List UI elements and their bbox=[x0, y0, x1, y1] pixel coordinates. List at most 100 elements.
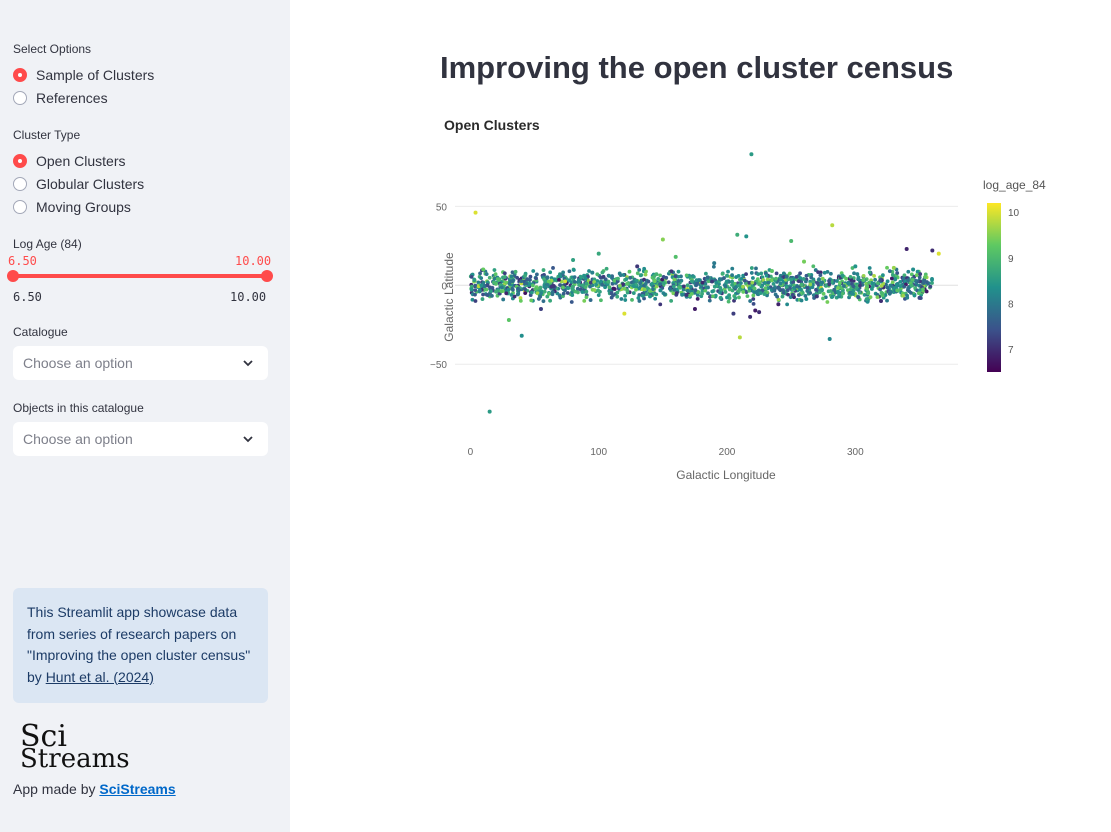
radio-label: Globular Clusters bbox=[36, 176, 145, 192]
data-point bbox=[868, 295, 873, 300]
data-point bbox=[921, 287, 925, 292]
data-point bbox=[552, 277, 557, 282]
data-point bbox=[855, 272, 860, 276]
chevron-down-icon bbox=[243, 436, 253, 443]
data-point bbox=[720, 271, 725, 276]
x-tick-label: 200 bbox=[719, 447, 736, 458]
data-point bbox=[646, 279, 651, 284]
data-point bbox=[898, 284, 903, 289]
data-point bbox=[510, 287, 515, 292]
data-point bbox=[658, 288, 663, 293]
radio-open-clusters[interactable]: Open Clusters bbox=[13, 153, 125, 169]
data-point bbox=[695, 281, 700, 285]
data-point bbox=[798, 287, 802, 292]
slider-max-label: 10.00 bbox=[230, 290, 267, 304]
data-point bbox=[710, 279, 714, 284]
data-point bbox=[484, 272, 489, 277]
radio-sample-of-clusters[interactable]: Sample of Clusters bbox=[13, 67, 154, 83]
data-point bbox=[873, 277, 878, 282]
data-point bbox=[631, 284, 636, 289]
data-point bbox=[621, 282, 625, 287]
scatter-plot[interactable]: 50 0 −50 0 100 200 300 Galactic Longitude Gala… bbox=[290, 0, 1111, 500]
colorbar-tick-label: 8 bbox=[1008, 299, 1014, 310]
radio-unselected-icon bbox=[13, 177, 27, 191]
radio-moving-groups[interactable]: Moving Groups bbox=[13, 199, 131, 215]
footer-prefix: App made by bbox=[13, 781, 100, 797]
data-point bbox=[821, 296, 825, 301]
data-point bbox=[678, 285, 682, 290]
data-point bbox=[748, 299, 753, 303]
data-point bbox=[555, 291, 560, 296]
data-point bbox=[695, 296, 700, 301]
data-point bbox=[487, 275, 492, 280]
data-point bbox=[771, 286, 776, 291]
slider-track[interactable] bbox=[13, 274, 267, 278]
x-tick-label: 100 bbox=[590, 447, 607, 458]
data-point bbox=[481, 280, 486, 285]
data-point bbox=[635, 271, 640, 276]
scistreams-link[interactable]: SciStreams bbox=[99, 781, 176, 797]
data-point bbox=[703, 271, 708, 276]
data-point bbox=[682, 284, 686, 289]
data-point bbox=[628, 275, 633, 280]
data-point bbox=[866, 291, 871, 296]
data-point bbox=[879, 283, 884, 288]
data-point bbox=[726, 299, 731, 304]
data-point bbox=[645, 286, 650, 291]
data-point bbox=[634, 287, 638, 292]
data-point bbox=[906, 269, 911, 274]
sidebar: Select Options Sample of Clusters Refere… bbox=[0, 0, 290, 832]
data-point bbox=[758, 291, 763, 296]
data-point bbox=[494, 289, 499, 294]
data-point bbox=[814, 287, 818, 292]
data-point bbox=[643, 281, 648, 286]
data-point bbox=[609, 295, 614, 300]
slider-high-handle[interactable] bbox=[261, 270, 273, 282]
objects-select[interactable]: Choose an option bbox=[13, 422, 268, 456]
data-point bbox=[696, 278, 701, 282]
data-point bbox=[666, 280, 671, 285]
data-point bbox=[504, 291, 509, 296]
radio-references[interactable]: References bbox=[13, 90, 108, 106]
data-point bbox=[493, 272, 498, 277]
data-point bbox=[668, 287, 673, 291]
data-point bbox=[824, 284, 828, 288]
data-point bbox=[878, 278, 883, 283]
data-point bbox=[777, 286, 781, 291]
data-point bbox=[727, 293, 731, 298]
data-point bbox=[844, 276, 848, 281]
data-point bbox=[671, 291, 676, 296]
x-axis-label: Galactic Longitude bbox=[676, 468, 776, 482]
data-point bbox=[473, 288, 478, 293]
data-point bbox=[751, 301, 756, 306]
data-point bbox=[784, 274, 789, 279]
radio-globular-clusters[interactable]: Globular Clusters bbox=[13, 176, 144, 192]
data-point bbox=[848, 274, 853, 279]
data-point bbox=[840, 273, 845, 278]
data-point bbox=[815, 281, 820, 285]
data-point bbox=[879, 290, 884, 295]
catalogue-select[interactable]: Choose an option bbox=[13, 346, 268, 380]
data-point bbox=[915, 269, 920, 274]
data-point bbox=[572, 279, 577, 284]
data-point bbox=[718, 290, 722, 295]
footer-credit: App made by SciStreams bbox=[13, 781, 176, 797]
colorbar-tick-label: 10 bbox=[1008, 208, 1020, 219]
data-point bbox=[558, 273, 563, 278]
data-point bbox=[801, 277, 806, 281]
slider-low-handle[interactable] bbox=[7, 270, 19, 282]
data-point bbox=[684, 273, 689, 278]
data-point bbox=[804, 297, 809, 301]
data-point bbox=[916, 291, 921, 296]
hunt-reference-link[interactable]: Hunt et al. (2024) bbox=[45, 668, 154, 685]
data-point bbox=[864, 297, 869, 301]
data-point bbox=[681, 287, 686, 292]
slider-high-value: 10.00 bbox=[235, 254, 272, 268]
data-point bbox=[495, 277, 500, 281]
data-point bbox=[515, 275, 520, 280]
data-point bbox=[780, 294, 785, 299]
data-point bbox=[723, 290, 728, 294]
page-title: Improving the open cluster census bbox=[440, 50, 954, 85]
data-point bbox=[543, 279, 548, 284]
data-point bbox=[488, 289, 493, 294]
